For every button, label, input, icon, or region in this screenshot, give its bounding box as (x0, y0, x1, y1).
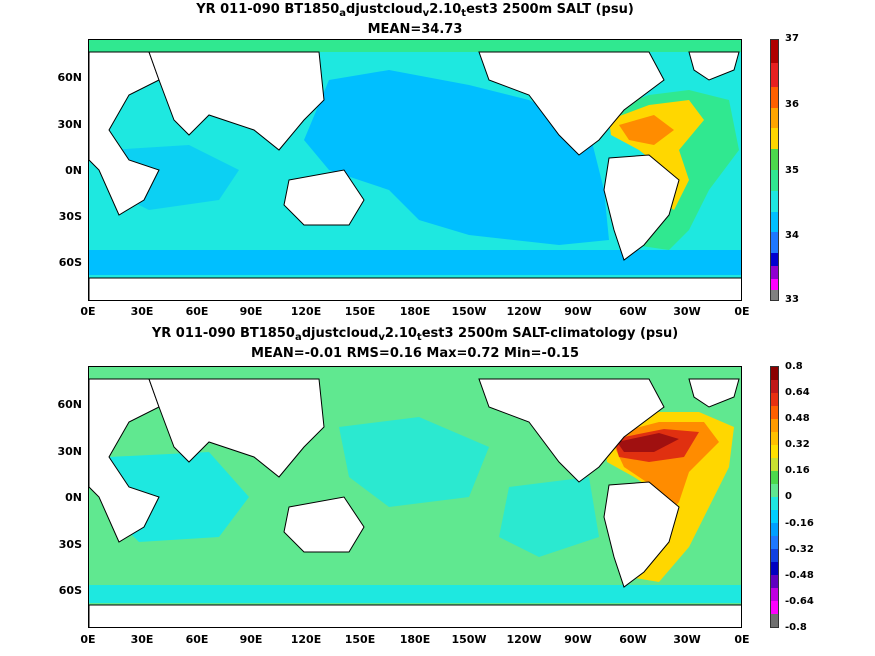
p2-cbar-tick-0.48: 0.48 (785, 413, 810, 424)
panel1-salinity-map (88, 39, 742, 301)
panel1-stats: MEAN=34.73 (367, 22, 463, 37)
p2-cbar-tick-neg0.8: -0.8 (785, 622, 807, 633)
p1-lon-120e: 120E (290, 305, 322, 318)
p2-cbar-tick-neg0.16: -0.16 (785, 518, 814, 529)
p2-lon-0e-end: 0E (734, 633, 750, 646)
p1-lon-90e: 90E (239, 305, 263, 318)
p2-lat-60n: 60N (57, 398, 82, 411)
p2-lat-0n: 0N (65, 491, 82, 504)
p1-cbar-tick-35: 35 (785, 165, 799, 176)
p1-lat-30s: 30S (58, 210, 82, 223)
p1-lon-60e: 60E (185, 305, 209, 318)
p1-lon-180e: 180E (399, 305, 431, 318)
panel2-title: YR 011-090 BT1850adjustcloudv2.10test3 2… (151, 326, 679, 343)
p2-lon-150e: 150E (344, 633, 376, 646)
p1-lon-60w: 60W (619, 305, 647, 318)
p2-lon-60e: 60E (185, 633, 209, 646)
panel1-colorbar (770, 39, 779, 301)
p1-lat-30n: 30N (57, 118, 82, 131)
p2-cbar-tick-0.8: 0.8 (785, 361, 803, 372)
panel2-difference-map (88, 366, 742, 628)
p2-lon-60w: 60W (619, 633, 647, 646)
p2-lon-30w: 30W (673, 633, 701, 646)
p2-lon-30e: 30E (130, 633, 154, 646)
p2-cbar-tick-0.16: 0.16 (785, 465, 810, 476)
panel2-stats: MEAN=-0.01 RMS=0.16 Max=0.72 Min=-0.15 (250, 346, 580, 361)
p1-lat-60s: 60S (58, 256, 82, 269)
p2-cbar-tick-0: 0 (785, 491, 792, 502)
p1-cbar-tick-33: 33 (785, 294, 799, 305)
p1-lat-0n: 0N (65, 164, 82, 177)
p1-lon-30e: 30E (130, 305, 154, 318)
p1-lon-150w: 150W (451, 305, 487, 318)
p2-cbar-tick-0.32: 0.32 (785, 439, 810, 450)
p2-cbar-tick-neg0.48: -0.48 (785, 570, 814, 581)
p2-lon-0e: 0E (80, 633, 96, 646)
p2-lon-180e: 180E (399, 633, 431, 646)
p1-cbar-tick-34: 34 (785, 230, 799, 241)
p1-lon-90w: 90W (564, 305, 592, 318)
p1-cbar-tick-37: 37 (785, 33, 799, 44)
panel1-title: YR 011-090 BT1850adjustcloudv2.10test3 2… (196, 2, 634, 19)
p2-lon-150w: 150W (451, 633, 487, 646)
p2-lon-120w: 120W (506, 633, 542, 646)
p2-lat-30s: 30S (58, 538, 82, 551)
p2-lat-60s: 60S (58, 584, 82, 597)
p1-lon-30w: 30W (673, 305, 701, 318)
p2-lon-90w: 90W (564, 633, 592, 646)
p2-lon-90e: 90E (239, 633, 263, 646)
p1-lon-0e-end: 0E (734, 305, 750, 318)
p1-lon-150e: 150E (344, 305, 376, 318)
p1-lat-60n: 60N (57, 71, 82, 84)
p1-cbar-tick-36: 36 (785, 99, 799, 110)
p2-cbar-tick-neg0.32: -0.32 (785, 544, 814, 555)
p2-cbar-tick-neg0.64: -0.64 (785, 596, 814, 607)
p1-lon-0e: 0E (80, 305, 96, 318)
p1-lon-120w: 120W (506, 305, 542, 318)
p2-lat-30n: 30N (57, 445, 82, 458)
panel2-colorbar (770, 366, 779, 628)
p2-lon-120e: 120E (290, 633, 322, 646)
p2-cbar-tick-0.64: 0.64 (785, 387, 810, 398)
